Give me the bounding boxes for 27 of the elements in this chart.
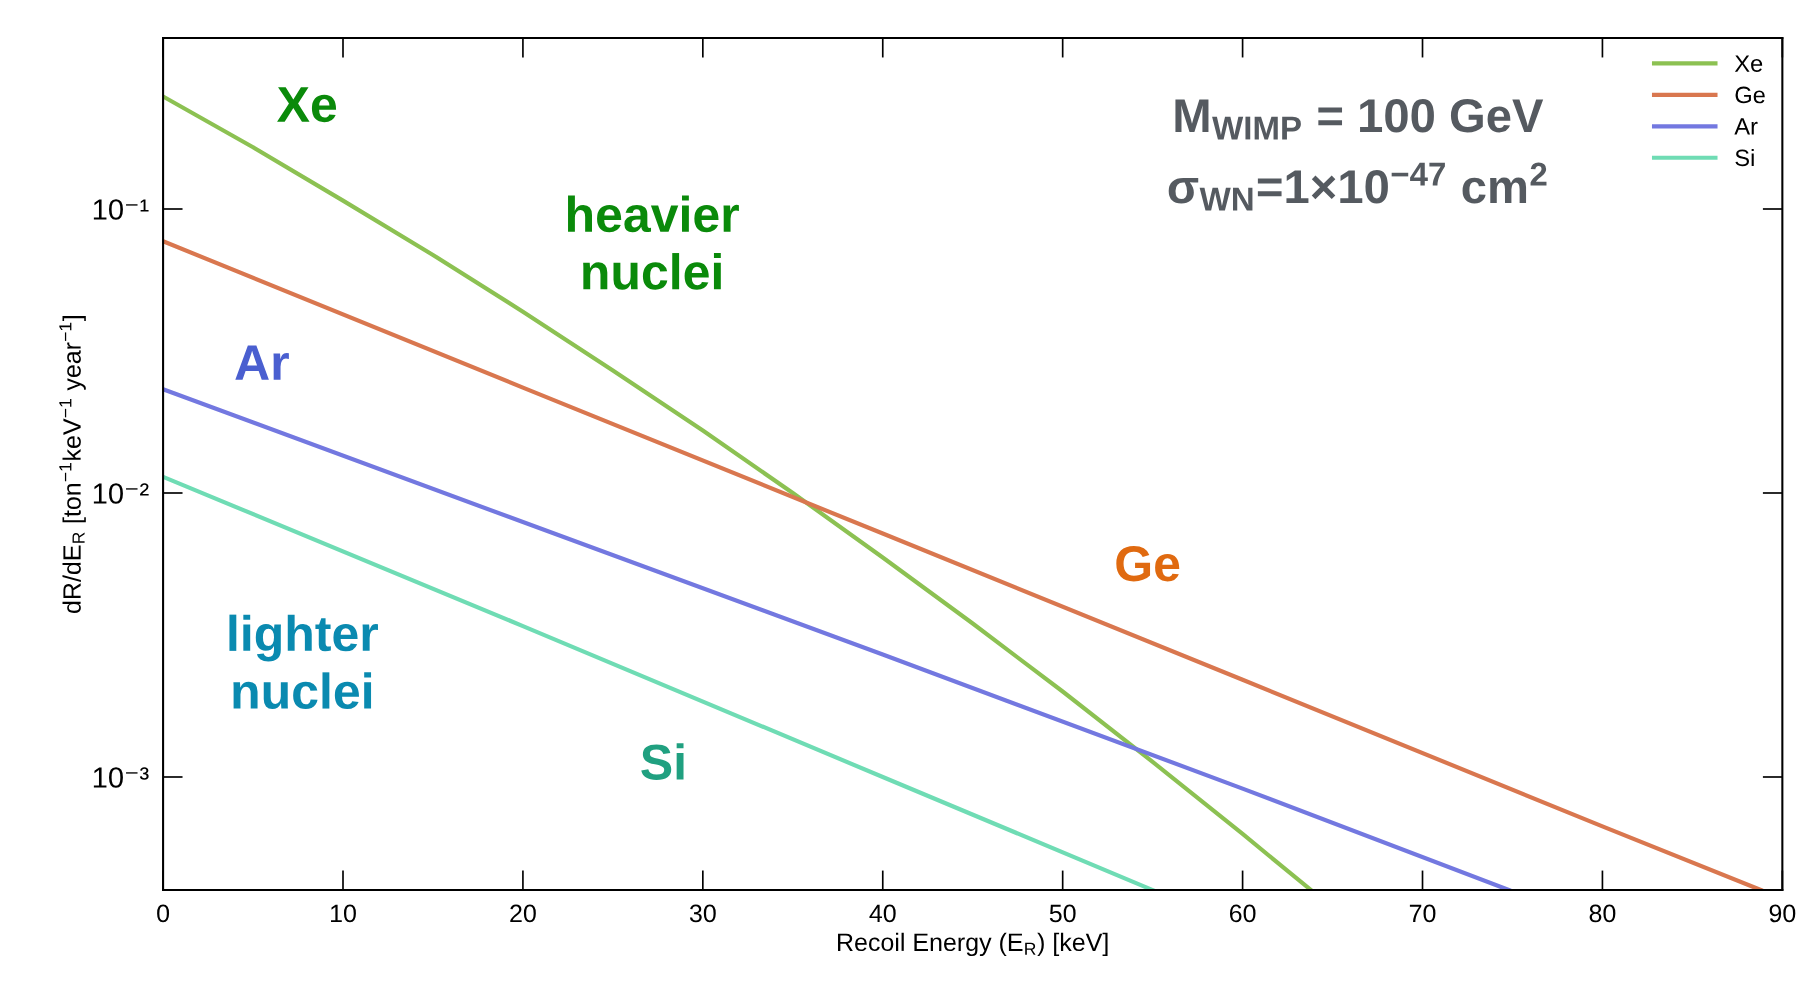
x-axis-title: Recoil Energy (E$_{R}$) [keV]	[838, 932, 1108, 957]
x-tick-label: 0	[157, 904, 170, 923]
x-tick-label: 50	[1049, 904, 1076, 923]
y-tick-label: 10⁻²	[93, 483, 149, 504]
annotation: Ge	[1116, 545, 1180, 582]
y-tick-label: 10⁻¹	[93, 199, 149, 220]
x-tick-label: 30	[689, 904, 716, 923]
legend-label: Ge	[1735, 86, 1765, 104]
x-tick-label: 40	[869, 904, 896, 923]
legend-label: Ar	[1734, 118, 1758, 135]
annotation: σ$_{WN}$=1×10$^{−47}$ cm$^{2}$	[1168, 162, 1547, 211]
x-tick-label: 60	[1229, 904, 1256, 923]
x-tick-label: 10	[331, 904, 356, 923]
annotation: heavier nuclei	[568, 195, 739, 290]
x-tick-label: 70	[1409, 904, 1436, 923]
y-tick-label: 10⁻³	[93, 767, 149, 788]
x-tick-label: 90	[1769, 904, 1796, 923]
annotation: lighter nuclei	[229, 614, 378, 710]
annotation: Si	[641, 743, 684, 780]
legend-label: Si	[1735, 148, 1754, 167]
x-tick-label: 20	[510, 904, 536, 923]
annotation: Ar	[235, 345, 289, 380]
legend-label: Xe	[1734, 55, 1763, 72]
annotation: Xe	[277, 87, 337, 123]
text: dR/dE$_{R}$ [ton$^{−1}$keV$^{−1}$ year$^{−1}$]	[59, 316, 86, 613]
annotation: M$_{WIMP}$ = 100 GeV	[1175, 98, 1544, 140]
x-tick-label: 80	[1589, 904, 1616, 923]
